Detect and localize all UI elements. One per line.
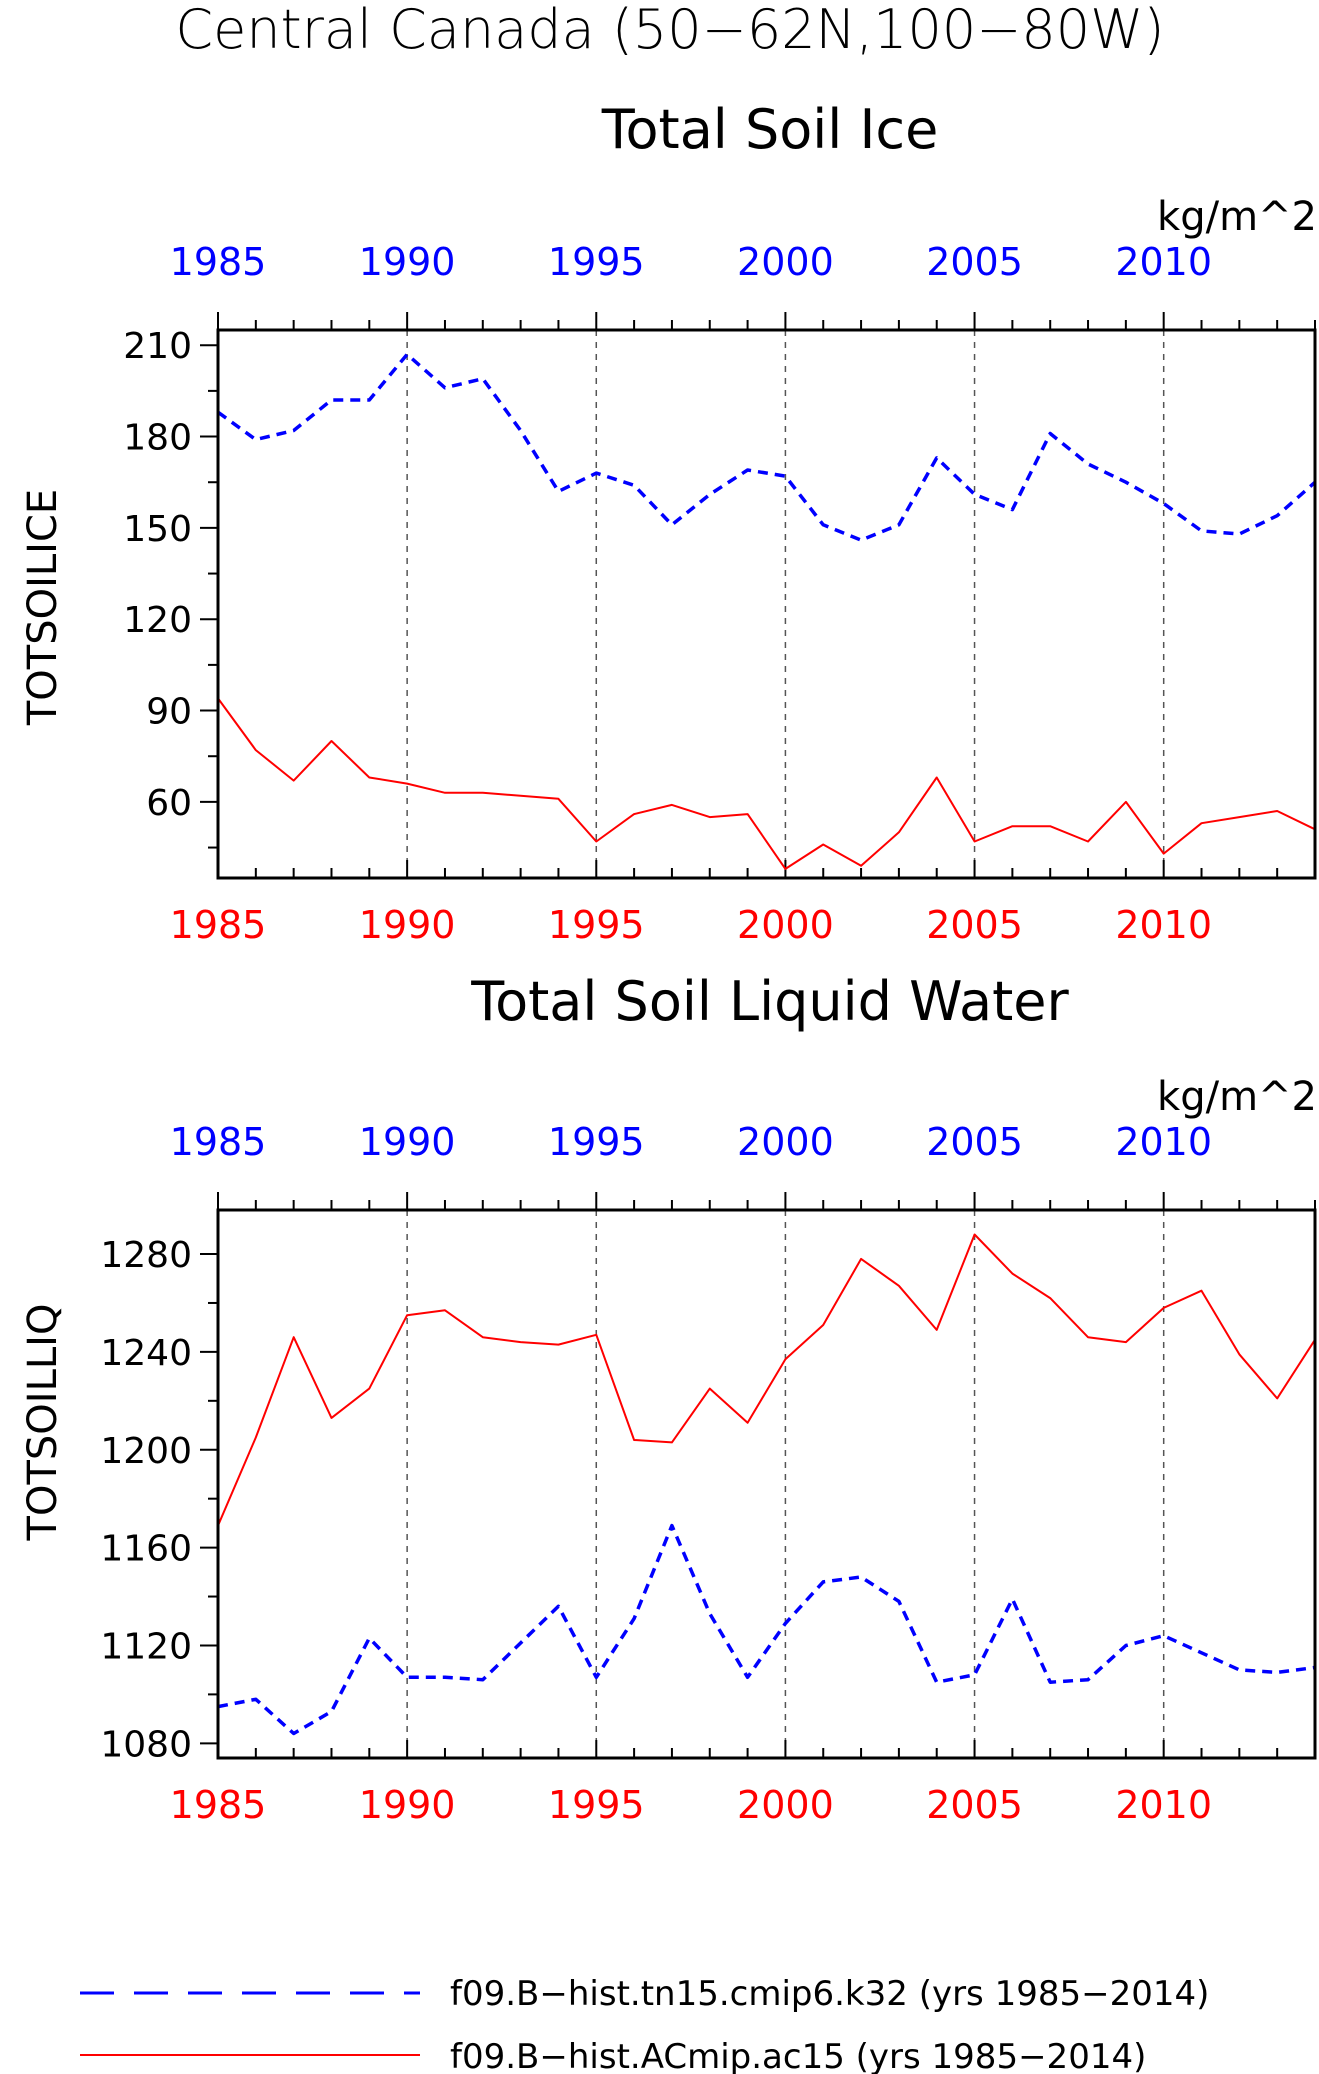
y-tick-label: 1080 [100, 1724, 192, 1765]
x-tick-label-bottom: 2010 [1115, 903, 1212, 947]
axis-ticks [200, 1192, 1316, 1758]
series-line-acmip [217, 1233, 1316, 1526]
units-label: kg/m^2 [1157, 194, 1317, 240]
y-axis-label: TOTSOILLIQ [20, 1304, 66, 1542]
plot-frame [216, 1208, 1317, 1760]
y-tick-label: 210 [123, 326, 192, 367]
axis-ticks [200, 312, 1316, 878]
series-line-cmip6 [216, 352, 1317, 542]
x-tick-label-bottom: 1985 [170, 1783, 267, 1827]
x-tick-labels-bottom: 1985 1990 1995 2000 2005 2010 [170, 903, 1212, 947]
y-tick-label: 1280 [100, 1235, 192, 1276]
y-tick-label: 1160 [100, 1529, 192, 1570]
figure-title: Central Canada (50−62N,100−80W) [175, 0, 1164, 61]
legend-label: f09.B−hist.ACmip.ac15 (yrs 1985−2014) [450, 2037, 1146, 2074]
x-tick-label-top: 2005 [926, 240, 1023, 284]
panel-title: Total Soil Ice [601, 98, 939, 161]
units-label: kg/m^2 [1157, 1074, 1317, 1120]
x-tick-label-bottom: 1995 [548, 903, 645, 947]
x-tick-labels-bottom: 1985 1990 1995 2000 2005 2010 [170, 1783, 1212, 1827]
x-tick-label-top: 1995 [548, 1120, 645, 1164]
x-tick-labels-top: 1985 1990 1995 2000 2005 2010 [170, 240, 1212, 284]
y-tick-label: 1240 [100, 1333, 192, 1374]
x-tick-labels-top: 1985 1990 1995 2000 2005 2010 [170, 1120, 1212, 1164]
panel-soil-liquid: Total Soil Liquid Water kg/m^2 TOTSOILLI… [20, 970, 1317, 1827]
x-tick-label-top: 2010 [1115, 1120, 1212, 1164]
y-tick-labels: 1080 1120 1160 1200 1240 1280 [100, 1235, 192, 1765]
x-tick-label-top: 1985 [170, 240, 267, 284]
y-tick-label: 150 [123, 509, 192, 550]
x-tick-label-top: 1985 [170, 1120, 267, 1164]
x-tick-label-top: 1995 [548, 240, 645, 284]
x-tick-label-bottom: 2000 [737, 1783, 834, 1827]
x-tick-label-top: 1990 [359, 240, 456, 284]
x-tick-label-bottom: 2005 [926, 903, 1023, 947]
y-axis-label: TOTSOILICE [20, 489, 66, 726]
legend-item: f09.B−hist.ACmip.ac15 (yrs 1985−2014) [80, 2037, 1146, 2074]
x-tick-label-bottom: 1985 [170, 903, 267, 947]
x-tick-label-top: 2005 [926, 1120, 1023, 1164]
x-tick-label-top: 2010 [1115, 240, 1212, 284]
series-line-cmip6 [217, 1523, 1316, 1736]
x-tick-label-bottom: 1990 [359, 903, 456, 947]
legend-label: f09.B−hist.tn15.cmip6.k32 (yrs 1985−2014… [450, 1974, 1209, 2014]
grid-lines [406, 330, 1165, 878]
x-tick-label-bottom: 1995 [548, 1783, 645, 1827]
x-tick-label-bottom: 2005 [926, 1783, 1023, 1827]
y-tick-label: 90 [146, 692, 192, 733]
legend: f09.B−hist.tn15.cmip6.k32 (yrs 1985−2014… [80, 1974, 1209, 2074]
y-tick-label: 1200 [100, 1431, 192, 1472]
y-tick-label: 60 [146, 783, 192, 824]
y-tick-label: 120 [123, 600, 192, 641]
series-line-acmip [217, 697, 1316, 870]
x-tick-label-top: 2000 [737, 240, 834, 284]
legend-item: f09.B−hist.tn15.cmip6.k32 (yrs 1985−2014… [80, 1974, 1209, 2014]
x-tick-label-top: 1990 [359, 1120, 456, 1164]
x-tick-label-bottom: 2000 [737, 903, 834, 947]
panel-soil-ice: Total Soil Ice kg/m^2 TOTSOILICE 60 90 120… [20, 98, 1317, 947]
x-tick-label-bottom: 2010 [1115, 1783, 1212, 1827]
y-tick-label: 1120 [100, 1626, 192, 1667]
x-tick-label-top: 2000 [737, 1120, 834, 1164]
series-lines [217, 1233, 1316, 1736]
panel-title: Total Soil Liquid Water [470, 970, 1069, 1033]
y-tick-label: 180 [123, 418, 192, 459]
grid-lines [406, 1210, 1165, 1758]
y-tick-labels: 60 90 120 150 180 210 [123, 326, 192, 824]
plot-frame [216, 328, 1317, 880]
series-lines [216, 352, 1317, 870]
x-tick-label-bottom: 1990 [359, 1783, 456, 1827]
